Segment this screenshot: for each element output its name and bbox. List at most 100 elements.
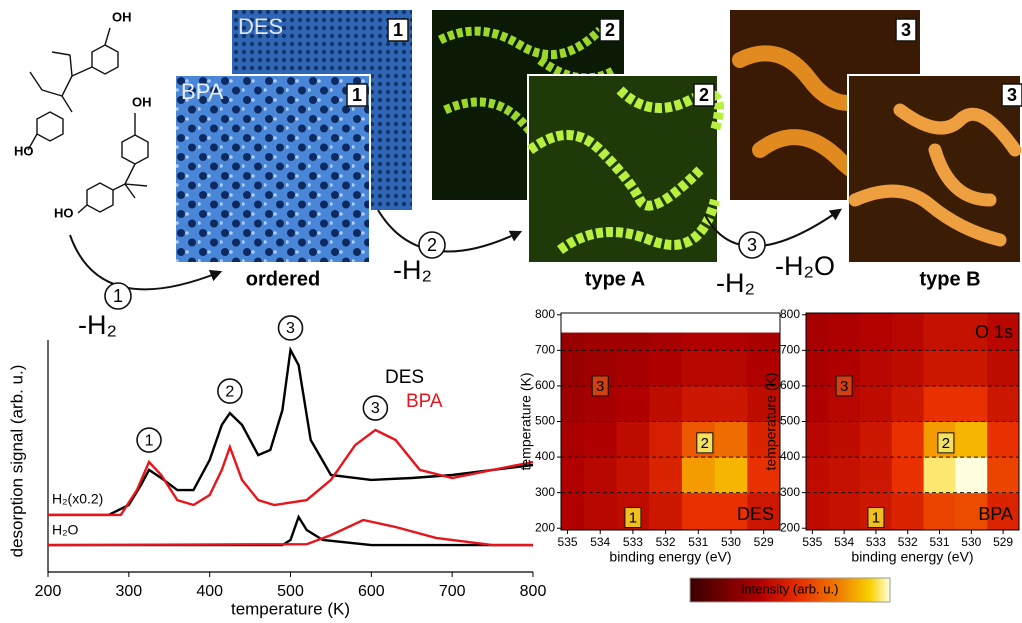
phase-label: type A (585, 268, 645, 290)
series-line (48, 350, 533, 515)
heat-cell (828, 422, 860, 458)
x-axis-label: temperature (K) (231, 599, 350, 618)
annotation: 1 (872, 510, 880, 527)
annotation: 1 (629, 510, 637, 527)
y-tick-label: 500 (780, 414, 800, 428)
annotation: 3 (596, 378, 604, 395)
panel-number: 2 (699, 85, 709, 105)
step-number: 3 (747, 235, 757, 255)
x-tick-label: 534 (590, 535, 610, 549)
heat-cell (715, 333, 748, 351)
arrow (378, 210, 520, 252)
loss-label: -H₂O (775, 251, 835, 281)
x-tick-label: 500 (277, 583, 304, 600)
heat-cell (561, 386, 584, 422)
heat-cell (682, 333, 715, 351)
heat-cell (828, 313, 860, 351)
x-tick-label: 800 (520, 583, 547, 600)
heat-cell (584, 457, 617, 493)
heat-cell (649, 422, 682, 458)
map-label: DES (737, 504, 774, 524)
x-tick-label: 531 (688, 535, 708, 549)
legend-entry: DES (385, 367, 424, 388)
x-tick-label: 533 (623, 535, 643, 549)
figure: intensity (arb. u.) 112233DESBPAorderedt… (0, 0, 1022, 618)
heat-cell (806, 457, 829, 493)
heat-cell (828, 493, 860, 531)
stm-type-a-front (528, 75, 719, 263)
colorbar-label: intensity (arb. u.) (742, 581, 839, 596)
step-number: 1 (145, 432, 154, 449)
heat-cell (860, 350, 892, 386)
y-tick-label: 800 (780, 307, 800, 321)
y-tick-label: 300 (780, 485, 800, 499)
heat-cell (924, 350, 956, 386)
x-tick-label: 534 (834, 535, 854, 549)
legend-entry: BPA (406, 391, 443, 412)
stm-type-b-front (848, 75, 1021, 263)
heat-cell (892, 493, 924, 531)
heat-cell (617, 386, 650, 422)
step-number: 1 (113, 286, 123, 306)
heat-cell (561, 422, 584, 458)
x-tick-label: 530 (961, 535, 981, 549)
heat-cell (682, 350, 715, 386)
heat-cell (561, 350, 584, 386)
phase-label: type B (919, 268, 980, 290)
x-tick-label: 529 (754, 535, 774, 549)
annotation: 3 (840, 378, 848, 395)
heat-cell (892, 313, 924, 351)
heat-cell (806, 386, 829, 422)
panel-number: 1 (393, 20, 403, 40)
x-tick-label: 535 (802, 535, 822, 549)
heat-cell (649, 457, 682, 493)
y-tick-label: 700 (535, 343, 555, 357)
x-tick-label: 400 (196, 583, 223, 600)
annotation: 2 (701, 435, 709, 452)
curve-label: H₂(x0.2) (52, 491, 103, 507)
curve-label: H₂O (52, 522, 79, 538)
y-tick-label: 200 (535, 520, 555, 534)
heat-cell (649, 350, 682, 386)
y-tick-label: 500 (535, 414, 555, 428)
heat-cell (955, 422, 987, 458)
heat-cell (955, 457, 987, 493)
heat-cell (987, 350, 1019, 386)
heat-cell (682, 386, 715, 422)
heat-cell (806, 313, 829, 351)
heat-cell (682, 457, 715, 493)
step-number: 2 (427, 235, 437, 255)
x-tick-label: 700 (439, 583, 466, 600)
y-tick-label: 600 (535, 378, 555, 392)
panel-number: 3 (1007, 85, 1017, 105)
x-tick-label: 600 (358, 583, 385, 600)
structure-label: HO (14, 143, 34, 158)
step-number: 3 (371, 400, 380, 417)
heat-cell (561, 457, 584, 493)
heat-cell (584, 333, 617, 351)
loss-label: -H₂ (393, 255, 432, 285)
y-tick-label: 600 (780, 378, 800, 392)
heat-cell (860, 313, 892, 351)
y-tick-label: 400 (535, 449, 555, 463)
heat-cell (715, 422, 748, 458)
heat-cell (955, 386, 987, 422)
heat-cell (860, 457, 892, 493)
structure-label: HO (54, 205, 74, 220)
y-tick-label: 800 (535, 307, 555, 321)
heat-cell (649, 333, 682, 351)
structure-label: OH (112, 9, 132, 24)
x-tick-label: 532 (656, 535, 676, 549)
heat-cell (828, 457, 860, 493)
heat-cell (860, 386, 892, 422)
structure-label: OH (132, 94, 152, 109)
heat-cell (649, 493, 682, 531)
y-tick-label: 200 (780, 520, 800, 534)
x-axis-label: binding energy (eV) (851, 549, 973, 565)
heat-cell (955, 350, 987, 386)
x-tick-label: 529 (993, 535, 1013, 549)
panel-number: 3 (901, 20, 911, 40)
loss-label: -H₂ (716, 268, 755, 298)
heat-cell (924, 313, 956, 351)
heat-cell (715, 350, 748, 386)
